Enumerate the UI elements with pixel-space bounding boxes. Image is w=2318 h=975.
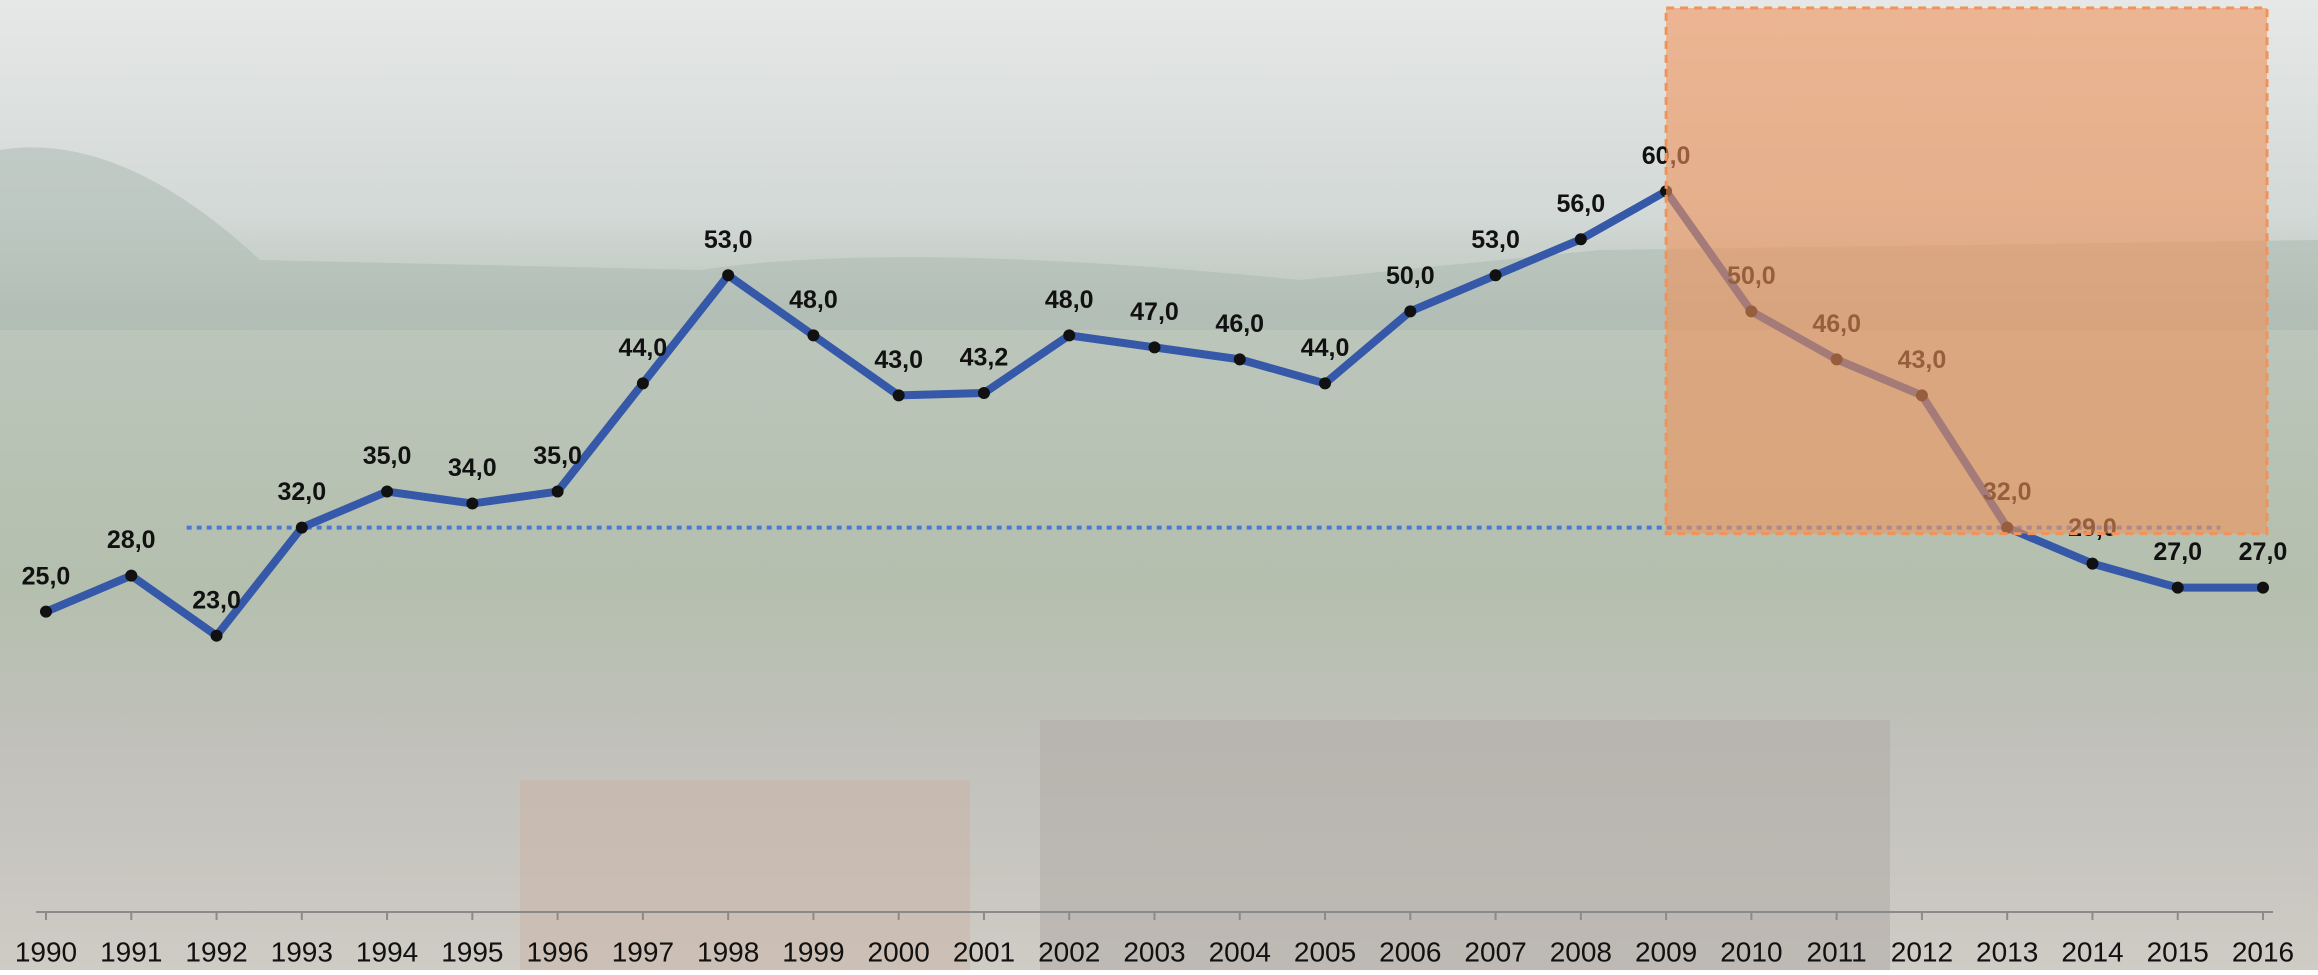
x-tick-label: 1993 [271,936,333,967]
data-point [2257,581,2269,594]
data-point [210,629,223,642]
data-label: 50,0 [1386,262,1435,290]
data-point [40,605,52,618]
data-label: 47,0 [1130,298,1179,326]
x-tick-label: 1996 [526,936,588,967]
x-tick-label: 2009 [1635,936,1697,967]
x-tick-label: 1992 [185,936,247,967]
x-tick-label: 2010 [1720,936,1782,967]
x-tick-label: 1991 [100,936,162,967]
x-tick-label: 2014 [2061,936,2123,967]
data-label: 43,2 [960,344,1009,372]
x-tick-label: 2015 [2147,936,2209,967]
x-tick-label: 2013 [1976,936,2038,967]
data-label: 35,0 [363,442,412,470]
data-point [977,387,990,400]
x-tick-label: 1997 [612,936,674,967]
data-point [1574,233,1587,246]
x-tick-label: 2011 [1807,936,1867,967]
x-tick-label: 1998 [697,936,759,967]
x-tick-label: 2007 [1464,936,1526,967]
x-tick-label: 2000 [868,936,930,967]
data-point [1148,341,1161,354]
data-label: 23,0 [192,586,241,614]
data-point [807,329,820,342]
x-tick-label: 2004 [1209,936,1271,967]
data-label: 53,0 [704,226,753,254]
background-roof [520,780,970,970]
data-label: 53,0 [1471,226,1520,254]
x-tick-label: 2012 [1891,936,1953,967]
data-point [2171,581,2184,594]
data-label: 48,0 [1045,286,1094,314]
data-point [381,485,394,498]
x-tick-label: 2002 [1038,936,1100,967]
data-label: 48,0 [789,286,838,314]
x-tick-label: 1990 [15,936,77,967]
data-point [466,497,479,510]
data-label: 43,0 [874,346,923,374]
data-label: 56,0 [1557,190,1606,218]
x-tick-label: 2006 [1379,936,1441,967]
data-label: 44,0 [619,334,668,362]
data-label: 44,0 [1301,334,1350,362]
data-point [1063,329,1076,342]
x-tick-label: 2005 [1294,936,1356,967]
data-label: 32,0 [277,478,326,506]
data-point [636,377,649,390]
data-label: 27,0 [2239,538,2288,566]
data-label: 35,0 [533,442,582,470]
data-label: 25,0 [22,562,71,590]
x-tick-label: 2008 [1550,936,1612,967]
x-tick-label: 2003 [1123,936,1185,967]
background-roof [1040,720,1890,970]
data-label: 27,0 [2153,538,2202,566]
data-point [722,269,735,282]
data-point [2086,557,2099,570]
x-tick-label: 1999 [782,936,844,967]
data-point [892,389,905,402]
highlight-region [1664,6,2269,536]
data-label: 28,0 [107,526,156,554]
data-point [1404,305,1417,318]
data-point [551,485,564,498]
x-tick-label: 2016 [2232,936,2294,967]
data-point [1233,353,1246,366]
data-point [1319,377,1332,390]
x-tick-label: 2001 [953,936,1015,967]
x-tick-label: 1994 [356,936,418,967]
data-point [125,569,138,582]
data-point [295,521,308,534]
data-label: 34,0 [448,454,497,482]
x-tick-label: 1995 [441,936,503,967]
data-point [1489,269,1502,282]
data-label: 46,0 [1215,310,1264,338]
